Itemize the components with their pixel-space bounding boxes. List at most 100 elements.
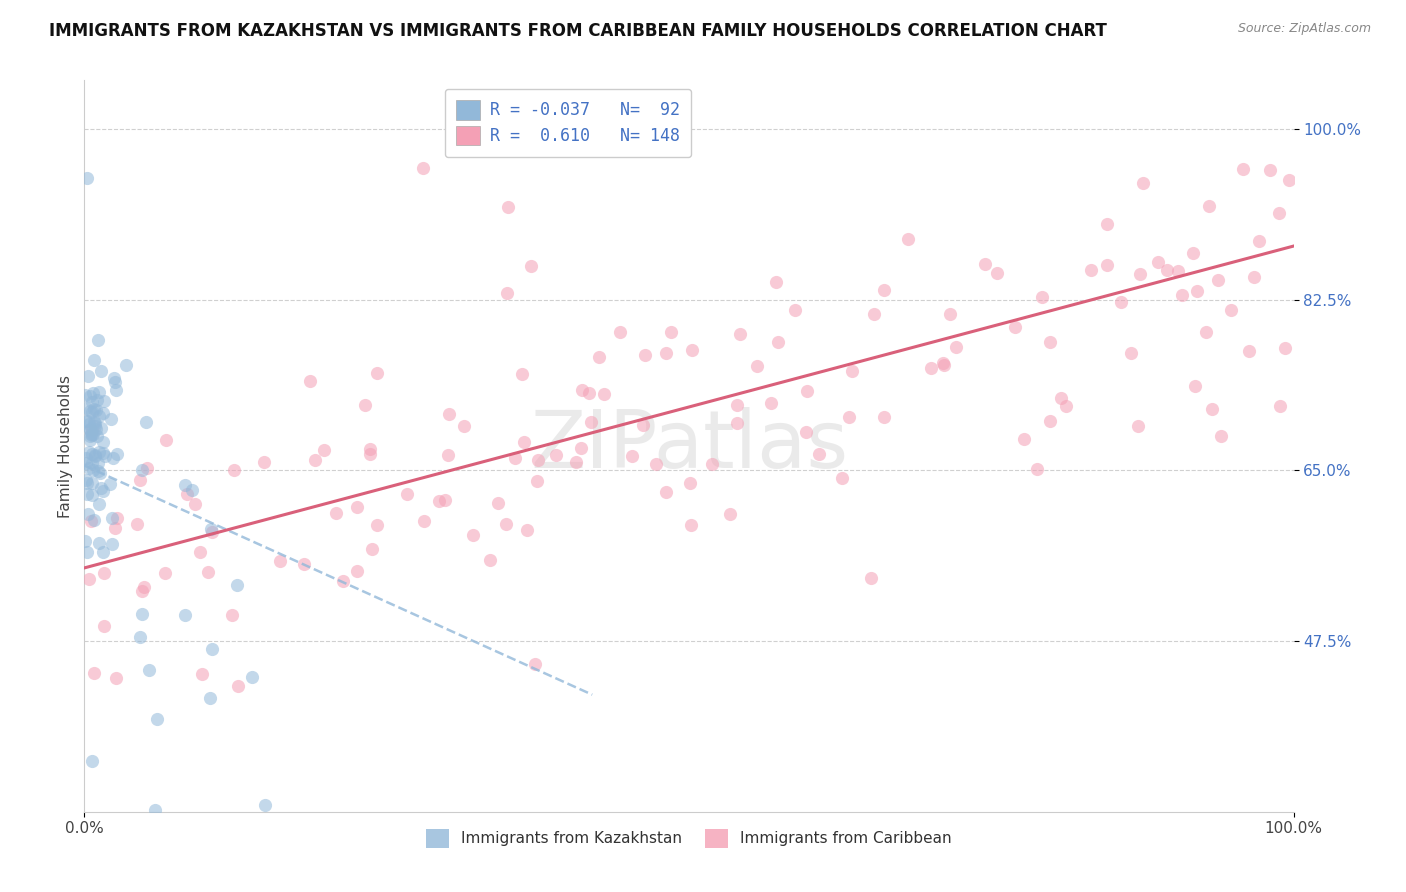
Point bbox=[659, 326, 682, 340]
Point bbox=[496, 200, 519, 214]
Point bbox=[332, 574, 354, 588]
Point bbox=[75, 473, 97, 487]
Point bbox=[1270, 399, 1292, 413]
Point bbox=[1080, 262, 1102, 277]
Point bbox=[98, 477, 121, 491]
Point bbox=[413, 514, 436, 528]
Point bbox=[87, 456, 110, 470]
Point bbox=[1201, 401, 1223, 416]
Point bbox=[115, 358, 138, 372]
Point bbox=[184, 497, 207, 511]
Point bbox=[91, 483, 114, 498]
Point bbox=[974, 257, 997, 271]
Point bbox=[412, 161, 434, 175]
Point bbox=[1146, 255, 1168, 269]
Point bbox=[863, 307, 886, 321]
Point bbox=[725, 398, 748, 412]
Point bbox=[75, 401, 97, 415]
Point bbox=[765, 276, 787, 290]
Point bbox=[77, 507, 100, 521]
Point bbox=[76, 545, 98, 559]
Point bbox=[91, 435, 114, 450]
Point bbox=[83, 402, 105, 417]
Point bbox=[76, 170, 98, 185]
Point bbox=[135, 415, 157, 429]
Point bbox=[986, 266, 1008, 280]
Point bbox=[103, 375, 125, 389]
Point bbox=[221, 607, 243, 622]
Point bbox=[304, 453, 326, 467]
Point bbox=[226, 577, 249, 591]
Point bbox=[841, 364, 863, 378]
Point bbox=[226, 679, 249, 693]
Point bbox=[101, 537, 124, 551]
Point bbox=[1012, 432, 1035, 446]
Point bbox=[83, 513, 105, 527]
Point bbox=[93, 619, 115, 633]
Point bbox=[77, 414, 100, 428]
Point bbox=[745, 359, 768, 373]
Point bbox=[807, 447, 830, 461]
Point bbox=[783, 303, 806, 318]
Point bbox=[197, 566, 219, 580]
Point bbox=[79, 421, 101, 435]
Point bbox=[190, 667, 212, 681]
Point bbox=[269, 554, 291, 568]
Point bbox=[145, 712, 167, 726]
Point bbox=[872, 284, 894, 298]
Point bbox=[593, 387, 616, 401]
Point bbox=[1095, 258, 1118, 272]
Point bbox=[1219, 302, 1241, 317]
Point bbox=[128, 473, 150, 487]
Point bbox=[201, 641, 224, 656]
Point bbox=[79, 429, 101, 443]
Point bbox=[132, 580, 155, 594]
Point bbox=[725, 416, 748, 430]
Point bbox=[299, 374, 322, 388]
Point bbox=[94, 449, 117, 463]
Point bbox=[439, 407, 461, 421]
Point bbox=[513, 434, 536, 449]
Point bbox=[1274, 341, 1296, 355]
Point bbox=[578, 385, 600, 400]
Point bbox=[1195, 326, 1218, 340]
Point bbox=[794, 425, 817, 439]
Point bbox=[82, 456, 104, 470]
Point bbox=[87, 497, 110, 511]
Point bbox=[79, 404, 101, 418]
Point bbox=[90, 482, 112, 496]
Point bbox=[1039, 414, 1062, 428]
Text: Source: ZipAtlas.com: Source: ZipAtlas.com bbox=[1237, 22, 1371, 36]
Point bbox=[544, 448, 567, 462]
Point bbox=[1109, 295, 1132, 310]
Text: IMMIGRANTS FROM KAZAKHSTAN VS IMMIGRANTS FROM CARIBBEAN FAMILY HOUSEHOLDS CORREL: IMMIGRANTS FROM KAZAKHSTAN VS IMMIGRANTS… bbox=[49, 22, 1107, 40]
Point bbox=[569, 441, 592, 455]
Point bbox=[1209, 428, 1232, 442]
Point bbox=[1171, 288, 1194, 302]
Point bbox=[104, 521, 127, 535]
Point bbox=[1268, 206, 1291, 220]
Point bbox=[103, 451, 125, 466]
Point bbox=[1128, 419, 1150, 434]
Point bbox=[681, 517, 703, 532]
Point bbox=[526, 474, 548, 488]
Point bbox=[80, 427, 103, 442]
Point bbox=[681, 343, 703, 357]
Point bbox=[138, 663, 160, 677]
Point bbox=[77, 572, 100, 586]
Point bbox=[87, 536, 110, 550]
Point bbox=[433, 492, 456, 507]
Point bbox=[105, 511, 128, 525]
Point bbox=[314, 443, 336, 458]
Point bbox=[1198, 199, 1220, 213]
Point bbox=[1243, 270, 1265, 285]
Point bbox=[240, 670, 263, 684]
Point bbox=[84, 419, 107, 434]
Point bbox=[396, 487, 419, 501]
Point bbox=[496, 285, 519, 300]
Point bbox=[571, 383, 593, 397]
Point bbox=[609, 325, 631, 339]
Point bbox=[346, 500, 368, 514]
Point bbox=[80, 514, 103, 528]
Y-axis label: Family Households: Family Households bbox=[58, 375, 73, 517]
